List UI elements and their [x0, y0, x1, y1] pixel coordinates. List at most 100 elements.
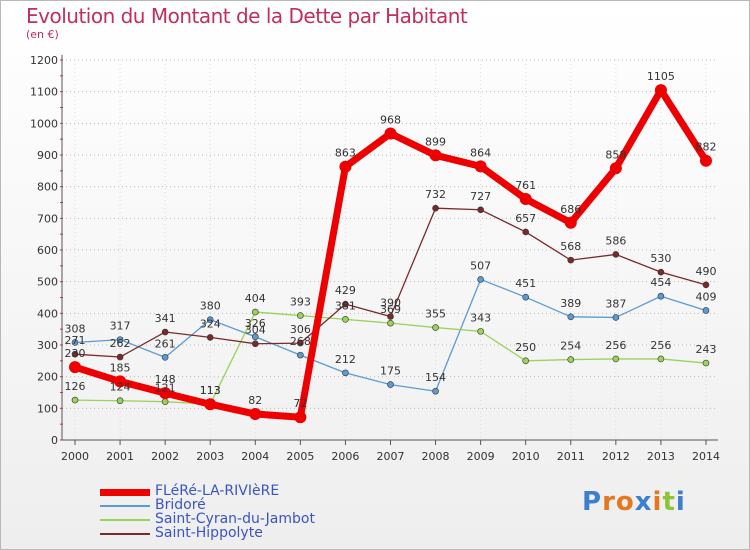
x-tick-label: 2013 [647, 450, 675, 463]
data-label: 761 [515, 179, 536, 192]
data-label: 124 [110, 381, 131, 394]
data-label: 369 [380, 303, 401, 316]
data-point [432, 204, 439, 212]
data-point [71, 339, 79, 346]
data-point [297, 351, 304, 359]
data-point [249, 408, 262, 421]
data-point [384, 127, 397, 140]
data-point [69, 361, 81, 374]
x-tick-label: 2001 [106, 450, 134, 463]
data-point [251, 333, 259, 341]
x-tick-label: 2003 [196, 450, 224, 463]
data-point [387, 319, 394, 327]
data-point [161, 398, 169, 405]
data-point [567, 256, 575, 264]
data-label: 507 [470, 259, 491, 272]
data-point [564, 216, 577, 229]
y-tick-label: 700 [37, 212, 58, 225]
y-tick-label: 100 [37, 402, 58, 415]
data-label: 254 [560, 340, 581, 353]
data-point [702, 281, 710, 289]
data-point [654, 84, 667, 97]
brand-letter: i [675, 487, 686, 517]
data-label: 175 [380, 365, 401, 378]
data-point [474, 160, 487, 173]
data-label: 113 [200, 384, 221, 397]
data-point [522, 293, 530, 301]
data-point [522, 357, 530, 365]
data-label: 271 [65, 334, 86, 347]
x-tick-label: 2006 [331, 450, 359, 463]
data-label: 185 [110, 361, 131, 374]
data-point [339, 160, 352, 173]
data-label: 256 [650, 339, 671, 352]
data-label: 882 [695, 141, 716, 154]
data-point [432, 324, 439, 331]
legend-label: FLéRé-LA-RIVIèRE [155, 483, 280, 499]
data-point [206, 334, 214, 341]
chart-subtitle: (en €) [26, 28, 59, 41]
data-label: 727 [470, 190, 491, 203]
legend-label: Saint-Hippolyte [155, 525, 263, 541]
data-point [71, 396, 79, 404]
data-label: 387 [605, 297, 626, 310]
x-tick-label: 2000 [61, 450, 89, 463]
brand-logo: Proxiti [582, 487, 686, 517]
data-point [116, 336, 124, 343]
data-point [612, 355, 620, 363]
y-tick-label: 0 [51, 434, 58, 447]
data-label: 148 [155, 373, 176, 386]
data-point [657, 268, 665, 276]
data-label: 858 [605, 148, 626, 161]
brand-letter: r [602, 487, 616, 517]
x-tick-label: 2009 [467, 450, 495, 463]
y-tick-label: 600 [37, 244, 58, 257]
data-point [477, 276, 484, 283]
x-tick-label: 2011 [557, 450, 585, 463]
chart-title: Evolution du Montant de la Dette par Hab… [26, 4, 468, 28]
data-point [206, 316, 214, 323]
data-label: 454 [650, 276, 671, 289]
data-label: 863 [335, 147, 356, 160]
y-tick-label: 400 [37, 307, 58, 320]
data-label: 113 [200, 384, 221, 397]
data-point [297, 339, 304, 347]
data-point [251, 340, 259, 348]
data-label: 308 [65, 322, 86, 335]
data-label: 568 [560, 240, 581, 253]
data-label: 451 [515, 277, 536, 290]
data-point [297, 312, 304, 319]
data-point [657, 292, 665, 300]
x-tick-label: 2007 [376, 450, 404, 463]
data-label: 268 [290, 335, 311, 348]
data-label: 899 [425, 135, 446, 148]
data-point [702, 359, 710, 367]
data-point [387, 381, 394, 388]
data-label: 212 [335, 353, 356, 366]
data-point [699, 154, 712, 167]
data-point [567, 356, 575, 363]
data-point [204, 398, 217, 411]
data-label: 306 [290, 323, 311, 336]
data-label: 657 [515, 212, 536, 225]
x-tick-label: 2002 [151, 450, 179, 463]
brand-letter: i [652, 487, 663, 517]
data-label: 317 [110, 320, 131, 333]
data-point [429, 149, 442, 162]
legend-swatch [100, 505, 150, 507]
brand-letter: x [634, 487, 653, 517]
data-point [612, 251, 620, 258]
data-point [71, 350, 79, 358]
data-label: 380 [200, 300, 221, 313]
y-tick-label: 1000 [30, 117, 58, 130]
data-label: 409 [695, 290, 716, 303]
data-point [116, 353, 124, 361]
data-label: 429 [335, 284, 356, 297]
legend-swatch [100, 519, 150, 521]
data-label: 686 [560, 203, 581, 216]
data-point [159, 387, 172, 400]
data-point [342, 316, 349, 323]
x-tick-label: 2004 [241, 450, 269, 463]
data-point [342, 369, 349, 377]
